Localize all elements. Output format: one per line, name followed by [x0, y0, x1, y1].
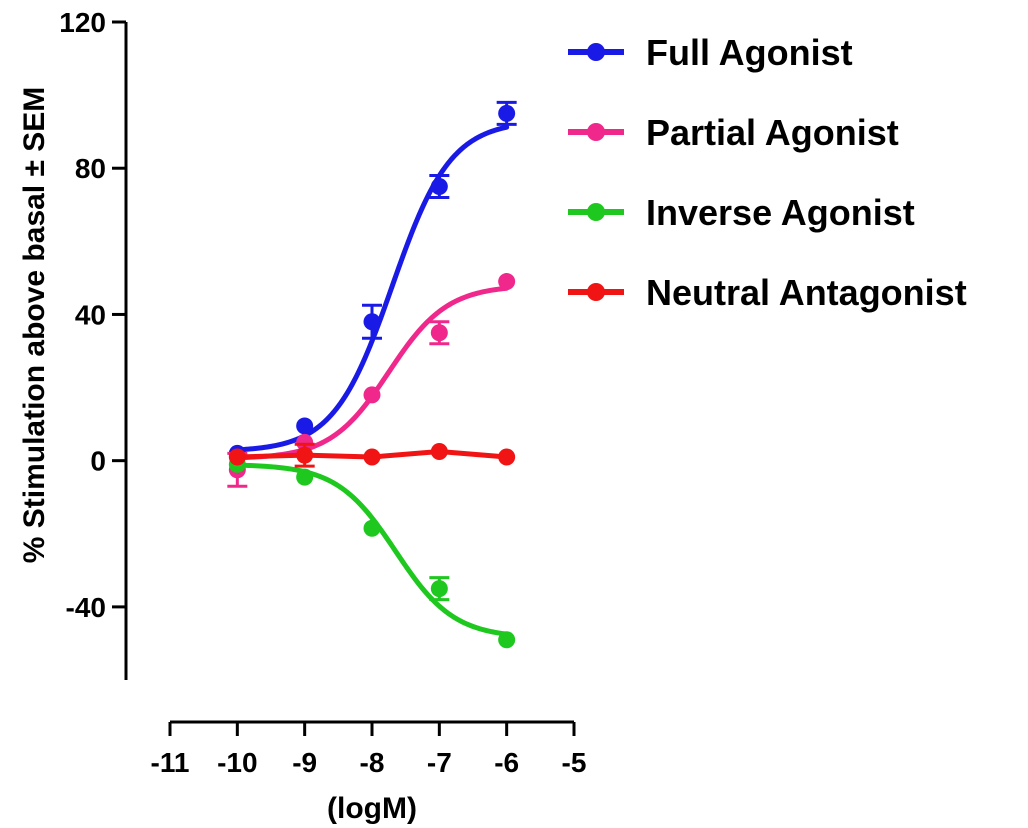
- data-point: [498, 104, 516, 122]
- legend-label: Partial Agonist: [646, 112, 899, 153]
- fit-curve-inverse-agonist: [234, 462, 510, 637]
- data-point: [430, 580, 448, 598]
- series-neutral-antagonist: [228, 442, 516, 468]
- fit-curve-full-agonist: [234, 124, 510, 453]
- data-point: [430, 178, 448, 195]
- legend-item-partial-agonist: Partial Agonist: [568, 112, 899, 153]
- y-axis-title: % Stimulation above basal ± SEM: [18, 87, 51, 564]
- y-tick-label: 40: [75, 299, 106, 330]
- data-point: [430, 443, 448, 461]
- data-point: [498, 273, 516, 291]
- y-tick-label: 120: [59, 7, 106, 38]
- series-full-agonist: [228, 100, 517, 462]
- data-point: [296, 417, 314, 435]
- x-axis-title: (logM): [327, 792, 417, 825]
- legend-marker: [587, 43, 605, 61]
- x-tick-label: -10: [217, 747, 257, 778]
- data-point: [296, 433, 314, 451]
- series-inverse-agonist: [228, 455, 516, 649]
- legend-item-full-agonist: Full Agonist: [568, 32, 853, 73]
- y-tick-label: 0: [90, 446, 106, 477]
- legend-label: Neutral Antagonist: [646, 272, 967, 313]
- legend-item-inverse-agonist: Inverse Agonist: [568, 192, 915, 233]
- legend-item-neutral-antagonist: Neutral Antagonist: [568, 272, 967, 313]
- data-point: [363, 386, 381, 404]
- data-point: [430, 324, 448, 342]
- legend-marker: [587, 283, 605, 301]
- legend: Full Agonist Partial Agonist Inverse Agoni…: [568, 32, 967, 313]
- x-tick-label: -11: [151, 747, 190, 778]
- data-point: [498, 631, 516, 649]
- data-point: [363, 519, 381, 537]
- y-tick-label: 80: [75, 153, 106, 184]
- data-point: [296, 446, 314, 464]
- x-tick-label: -8: [360, 747, 385, 778]
- data-point: [498, 448, 516, 466]
- legend-marker: [587, 123, 605, 141]
- legend-marker: [587, 203, 605, 221]
- x-tick-label: -9: [292, 747, 317, 778]
- legend-label: Full Agonist: [646, 32, 853, 73]
- data-point: [228, 448, 246, 466]
- data-point: [363, 448, 381, 466]
- axes: 120 80 40 0 -40 -11 -10 -9 -8 -7 -6 -5: [59, 7, 586, 778]
- data-point: [363, 313, 381, 331]
- x-tick-label: -6: [494, 747, 519, 778]
- x-tick-label: -7: [427, 747, 452, 778]
- legend-label: Inverse Agonist: [646, 192, 915, 233]
- data-point: [296, 468, 314, 486]
- series-layer: [227, 100, 517, 649]
- x-tick-label: -5: [562, 747, 587, 778]
- y-tick-label: -40: [66, 592, 106, 623]
